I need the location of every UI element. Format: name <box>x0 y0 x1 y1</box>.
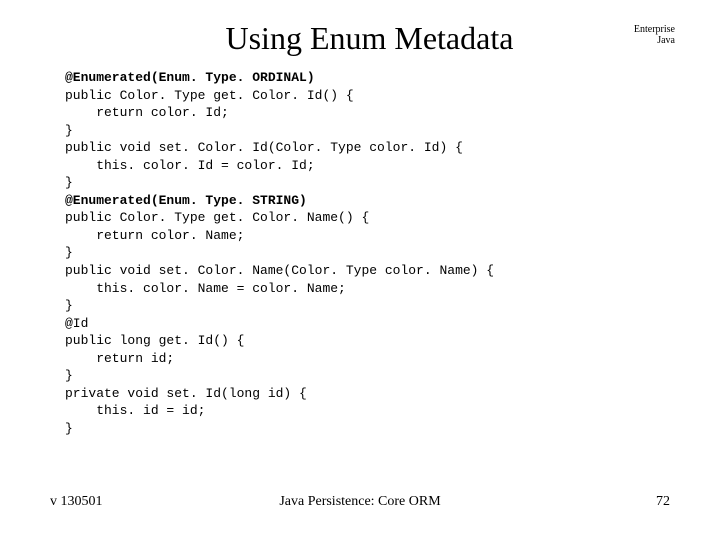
slide-title: Using Enum Metadata <box>105 20 634 57</box>
code-line: @Enumerated(Enum. Type. ORDINAL) <box>65 70 315 85</box>
code-line: return color. Name; <box>65 228 244 243</box>
footer-row: v 130501 Java Persistence: Core ORM 72 <box>45 494 675 510</box>
footer-title: Java Persistence: Core ORM <box>170 494 550 510</box>
header-row: Using Enum Metadata Enterprise Java <box>45 20 675 57</box>
code-line: public Color. Type get. Color. Name() { <box>65 210 369 225</box>
code-line: this. color. Name = color. Name; <box>65 281 346 296</box>
code-line: public Color. Type get. Color. Id() { <box>65 88 354 103</box>
code-line: } <box>65 298 73 313</box>
code-line: @Id <box>65 316 88 331</box>
corner-label: Enterprise Java <box>634 24 675 46</box>
code-line: return id; <box>65 351 174 366</box>
code-line: return color. Id; <box>65 105 229 120</box>
code-line: this. color. Id = color. Id; <box>65 158 315 173</box>
code-line: } <box>65 368 73 383</box>
code-line: private void set. Id(long id) { <box>65 386 307 401</box>
footer-version: v 130501 <box>50 494 170 510</box>
footer-page-number: 72 <box>550 494 670 510</box>
code-line: this. id = id; <box>65 403 205 418</box>
code-line: } <box>65 175 73 190</box>
code-block: @Enumerated(Enum. Type. ORDINAL) public … <box>65 69 675 484</box>
code-line: @Enumerated(Enum. Type. STRING) <box>65 193 307 208</box>
code-line: public void set. Color. Id(Color. Type c… <box>65 140 463 155</box>
code-line: } <box>65 245 73 260</box>
code-line: public void set. Color. Name(Color. Type… <box>65 263 494 278</box>
code-line: } <box>65 123 73 138</box>
code-line: } <box>65 421 73 436</box>
slide: Using Enum Metadata Enterprise Java @Enu… <box>0 0 720 540</box>
code-line: public long get. Id() { <box>65 333 244 348</box>
